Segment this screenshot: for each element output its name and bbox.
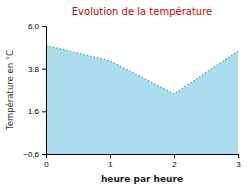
title: Evolution de la température [72, 6, 212, 17]
y-tick-mark [42, 69, 46, 70]
x-axis-title: heure par heure [101, 174, 183, 184]
plot: 0 1 2 3 −0.6 1.6 3.8 6.0 [23, 22, 241, 169]
x-tick: 3 [236, 154, 241, 169]
y-tick-label: 1.6 [28, 107, 40, 116]
y-axis-line [42, 27, 47, 155]
y-tick: −0.6 [23, 150, 46, 159]
x-tick-label: 0 [44, 160, 49, 169]
y-axis-title: Température en °C [5, 50, 15, 131]
line [46, 45, 238, 93]
area [46, 45, 238, 154]
x-tick-label: 1 [108, 160, 113, 169]
y-tick: 1.6 [28, 107, 46, 116]
x-tick: 0 [44, 154, 49, 169]
x-tick-label: 2 [172, 160, 177, 169]
y-tick-label: 3.8 [28, 65, 40, 74]
x-tick: 1 [108, 154, 113, 169]
y-tick-mark [42, 111, 46, 112]
y-tick: 3.8 [28, 65, 46, 74]
x-axis: 0 1 2 3 [44, 154, 241, 169]
y-tick-mark [42, 26, 46, 27]
chart: 0 1 2 3 −0.6 1.6 3.8 6.0 Evolution de la tempéra… [0, 0, 250, 188]
x-tick-label: 3 [236, 160, 241, 169]
y-tick-mark [42, 154, 46, 155]
y-tick-label: 6.0 [28, 22, 40, 31]
y-axis: −0.6 1.6 3.8 6.0 [23, 22, 46, 159]
x-tick-mark [110, 154, 111, 158]
x-tick: 2 [172, 154, 177, 169]
x-tick-mark [174, 154, 175, 158]
y-tick: 6.0 [28, 22, 46, 31]
y-tick-label: −0.6 [23, 150, 39, 159]
x-tick-mark [238, 154, 239, 158]
marks [46, 45, 238, 154]
x-axis-line [47, 155, 239, 159]
